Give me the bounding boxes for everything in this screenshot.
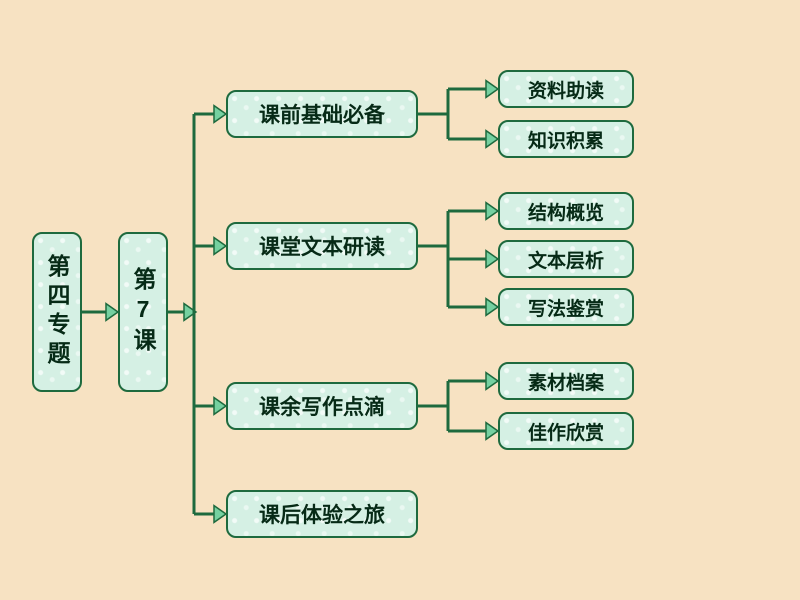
node-r4[interactable]: 文本层析 <box>498 240 634 278</box>
node-r6[interactable]: 素材档案 <box>498 362 634 400</box>
node-r1[interactable]: 资料助读 <box>498 70 634 108</box>
node-m2[interactable]: 课堂文本研读 <box>226 222 418 270</box>
node-m1[interactable]: 课前基础必备 <box>226 90 418 138</box>
node-r2[interactable]: 知识积累 <box>498 120 634 158</box>
node-m3[interactable]: 课余写作点滴 <box>226 382 418 430</box>
node-r3[interactable]: 结构概览 <box>498 192 634 230</box>
node-layer: 第四专题第7课 课前基础必备课堂文本研读课余写作点滴课后体验之旅 资料助读知识积累结… <box>0 0 800 600</box>
node-m4[interactable]: 课后体验之旅 <box>226 490 418 538</box>
node-r5[interactable]: 写法鉴赏 <box>498 288 634 326</box>
node-r7[interactable]: 佳作欣赏 <box>498 412 634 450</box>
node-l2[interactable]: 第7课 <box>118 232 168 392</box>
node-root[interactable]: 第四专题 <box>32 232 82 392</box>
